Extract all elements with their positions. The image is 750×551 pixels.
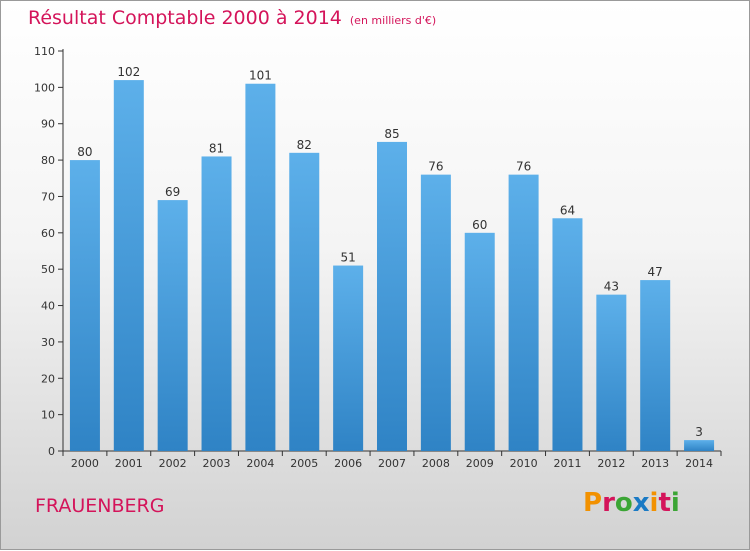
x-tick-label-2001: 2001: [115, 457, 143, 470]
bar-2001: [113, 80, 144, 451]
data-label-2003: 81: [209, 141, 224, 155]
x-tick-label-2000: 2000: [71, 457, 99, 470]
bar-2007: [377, 141, 407, 451]
y-tick-label: 50: [41, 263, 55, 276]
data-label-2012: 43: [604, 280, 619, 294]
y-tick-label: 20: [41, 372, 55, 385]
bar-2002: [157, 200, 188, 451]
logo-letter: i: [670, 488, 680, 518]
data-label-2000: 80: [77, 145, 92, 159]
bar-2000: [69, 160, 100, 451]
x-tick-label-2004: 2004: [246, 457, 274, 470]
logo-letter: x: [632, 488, 650, 518]
chart-title-text: Résultat Comptable 2000 à 2014: [28, 7, 342, 29]
data-label-2014: 3: [695, 425, 703, 439]
bar-2008: [420, 174, 451, 452]
x-tick-label-2005: 2005: [290, 457, 318, 470]
x-tick-label-2007: 2007: [378, 457, 406, 470]
logo-letter: o: [614, 488, 633, 518]
data-label-2001: 102: [117, 65, 140, 79]
data-label-2005: 82: [297, 138, 312, 152]
x-tick-label-2012: 2012: [597, 457, 625, 470]
place-name: FRAUENBERG: [35, 495, 165, 517]
bar-2003: [201, 156, 232, 452]
x-tick-label-2014: 2014: [685, 457, 713, 470]
data-label-2007: 85: [384, 127, 399, 141]
y-tick-label: 110: [34, 45, 55, 58]
logo-letter: i: [649, 488, 659, 518]
y-tick-label: 80: [41, 154, 55, 167]
x-tick-label-2003: 2003: [203, 457, 231, 470]
data-label-2010: 76: [516, 160, 531, 174]
data-label-2006: 51: [340, 251, 355, 265]
bar-2005: [289, 152, 320, 451]
data-labels: 80 102 69 81 101 82 51 85 76 60 76 64 43 47 3: [77, 65, 703, 439]
bar-2009: [464, 232, 495, 451]
chart-title: Résultat Comptable 2000 à 2014 (en millie…: [28, 7, 436, 29]
x-tick-label-2011: 2011: [553, 457, 581, 470]
bar-2012: [596, 294, 627, 451]
bar-2013: [640, 280, 671, 451]
x-tick-label-2006: 2006: [334, 457, 362, 470]
y-tick-label: 40: [41, 300, 55, 313]
logo-letter: t: [658, 488, 671, 518]
chart-unit: (en milliers d'€): [349, 14, 437, 27]
y-tick-label: 30: [41, 336, 55, 349]
bar-2010: [508, 174, 539, 452]
x-tick-label-2009: 2009: [466, 457, 494, 470]
data-label-2004: 101: [249, 69, 272, 83]
y-tick-label: 0: [48, 445, 55, 458]
bar-2014: [684, 440, 715, 451]
y-tick-label: 70: [41, 190, 55, 203]
y-tick-label: 10: [41, 409, 55, 422]
logo-letter: P: [583, 488, 603, 518]
data-label-2008: 76: [428, 160, 443, 174]
data-label-2011: 64: [560, 203, 575, 217]
y-tick-label: 60: [41, 227, 55, 240]
data-label-2009: 60: [472, 218, 487, 232]
x-tick-label-2002: 2002: [159, 457, 187, 470]
bar-2006: [333, 265, 364, 451]
x-tick-label-2013: 2013: [641, 457, 669, 470]
y-tick-label: 100: [34, 81, 55, 94]
bar-2004: [245, 83, 276, 452]
proxiti-logo: Proxiti: [583, 488, 680, 518]
bar-2011: [552, 218, 583, 451]
x-tick-label-2010: 2010: [510, 457, 538, 470]
x-tick-label-2008: 2008: [422, 457, 450, 470]
bars: [69, 80, 715, 452]
logo-letter: r: [602, 488, 615, 518]
data-label-2013: 47: [648, 265, 663, 279]
data-label-2002: 69: [165, 185, 180, 199]
y-tick-label: 90: [41, 118, 55, 131]
